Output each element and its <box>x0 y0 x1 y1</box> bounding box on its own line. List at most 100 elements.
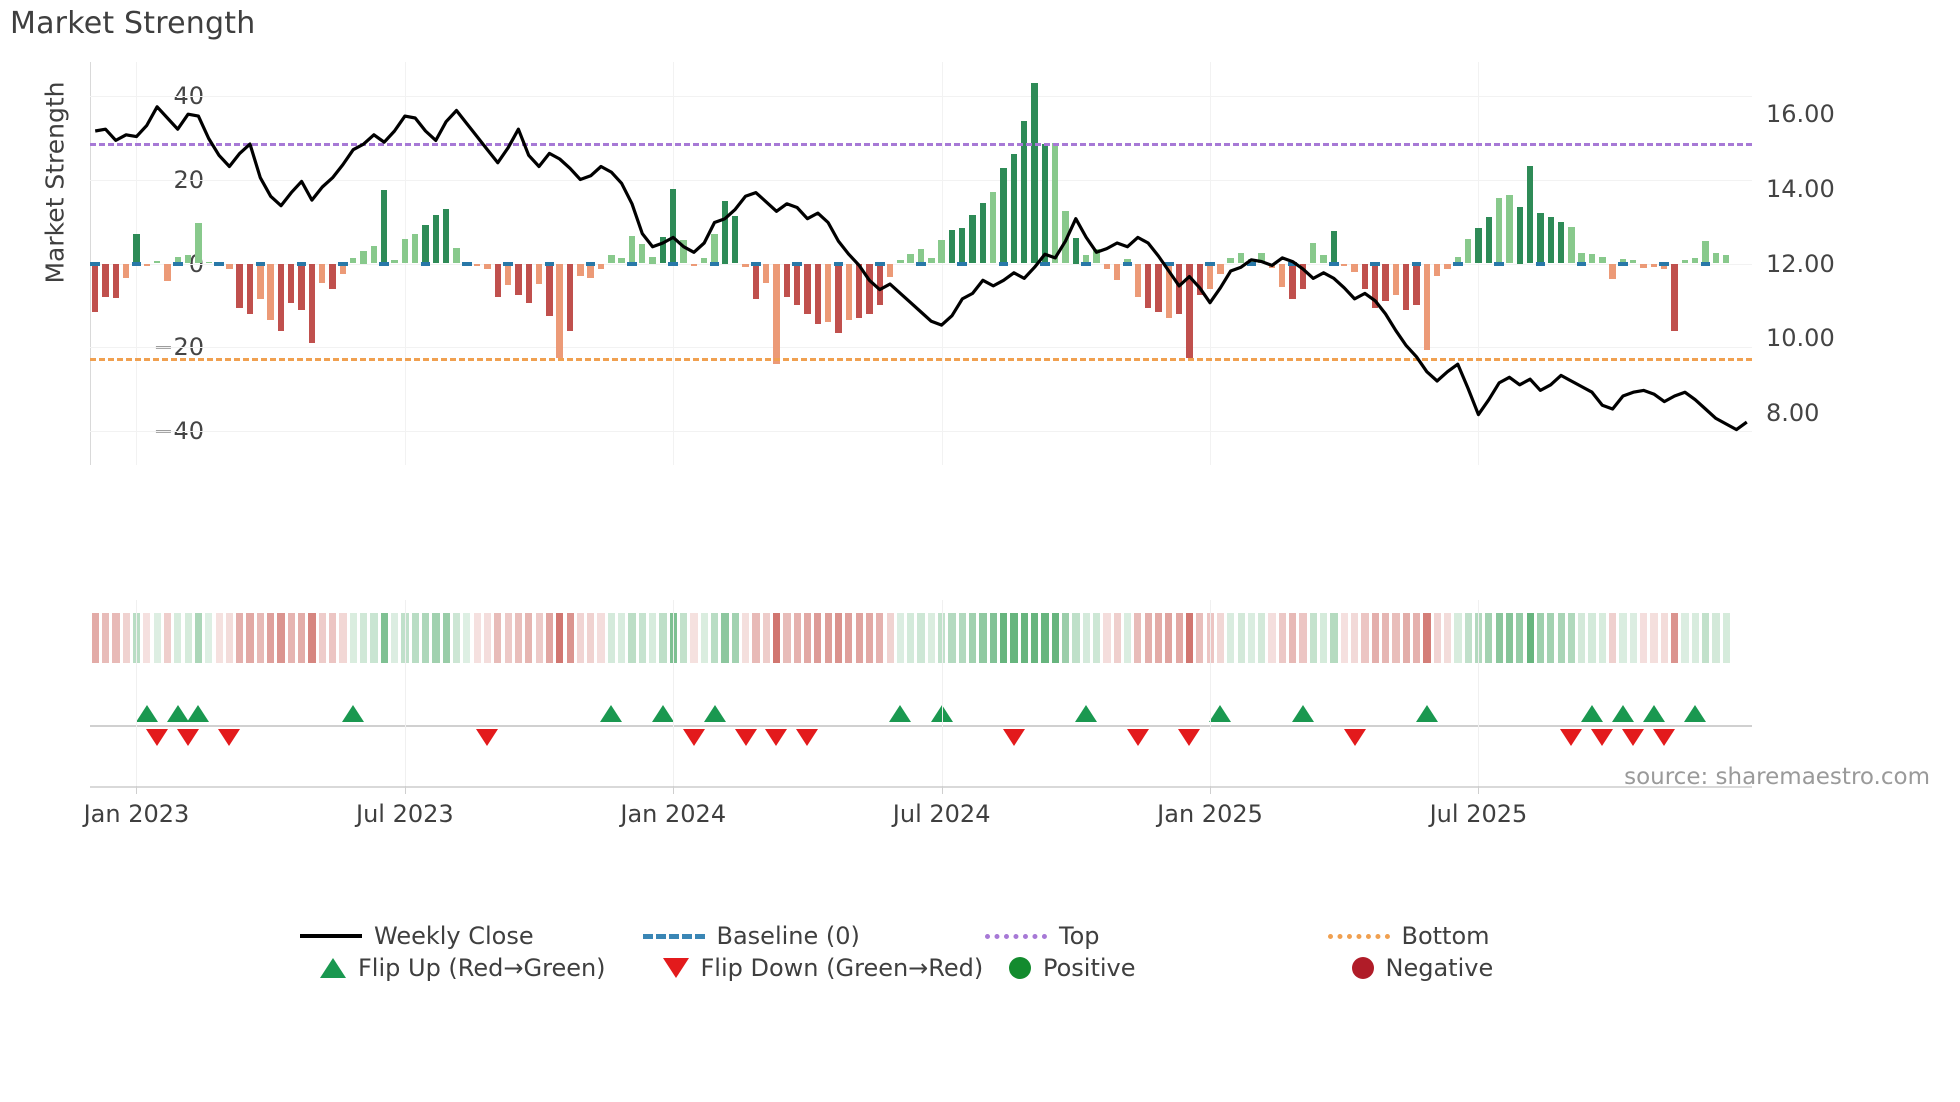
strength-bar <box>907 254 914 264</box>
heatmap-cell <box>628 613 636 663</box>
dotted-line-swatch-icon <box>985 933 1047 939</box>
legend-item-baseline[interactable]: Baseline (0) <box>642 922 986 950</box>
strength-bar <box>1144 263 1152 308</box>
strength-bar <box>721 200 729 264</box>
strength-bar <box>174 257 181 264</box>
heatmap-cell <box>1722 613 1730 663</box>
heatmap-cell <box>1536 613 1545 663</box>
strength-bar <box>1196 263 1203 295</box>
legend-item-bottom[interactable]: Bottom <box>1327 922 1671 950</box>
legend-item-top[interactable]: Top <box>985 922 1328 950</box>
strength-bar <box>990 192 997 264</box>
flip-down-marker <box>1622 729 1645 746</box>
x-axis-line <box>90 786 1752 788</box>
heatmap-cell <box>979 613 987 663</box>
strength-bar <box>1454 257 1461 264</box>
heatmap-cell <box>525 613 533 663</box>
heatmap-cell <box>1640 613 1648 663</box>
strength-bar <box>246 263 254 314</box>
heatmap-cell <box>267 613 275 663</box>
flip-down-marker <box>1002 729 1025 746</box>
flip-marker-band <box>90 695 1752 755</box>
strength-bar <box>1433 263 1441 277</box>
heatmap-cell <box>91 613 99 663</box>
strength-bar <box>1062 211 1069 264</box>
baseline-tick <box>172 261 183 266</box>
heatmap-cell <box>1671 613 1679 663</box>
strength-bar <box>1413 263 1420 306</box>
heatmap-cell <box>1268 613 1276 663</box>
heatmap-cell <box>597 613 605 663</box>
heatmap-cell <box>1495 613 1503 663</box>
strength-bar <box>1578 253 1585 264</box>
heatmap-cell <box>514 613 523 663</box>
flip-up-marker <box>600 705 623 722</box>
heatmap-cell <box>1227 613 1235 663</box>
heatmap-cell <box>783 613 791 663</box>
baseline-tick <box>833 261 844 266</box>
heatmap-cell <box>886 613 894 663</box>
strength-bar <box>587 263 594 279</box>
strength-bar <box>1712 253 1720 264</box>
legend-item-flip-up[interactable]: Flip Up (Red→Green) <box>300 954 643 982</box>
vertical-guide <box>136 600 138 788</box>
heatmap-cell <box>1237 613 1245 663</box>
heatmap-cell <box>1567 613 1576 663</box>
legend-item-weekly-close[interactable]: Weekly Close <box>300 922 643 950</box>
heatmap-cell <box>411 613 419 663</box>
baseline-tick <box>751 261 761 266</box>
strength-bar <box>1630 260 1637 264</box>
legend-item-flip-down[interactable]: Flip Down (Green→Red) <box>643 954 986 982</box>
strength-bar <box>1000 167 1007 264</box>
strength-bar <box>1155 263 1162 312</box>
strength-bar <box>1537 213 1544 264</box>
heatmap-cell <box>700 613 708 663</box>
heatmap-cell <box>587 613 595 663</box>
baseline-tick <box>1122 261 1133 266</box>
heatmap-cell <box>360 613 368 663</box>
x-tick-mark <box>1210 786 1212 794</box>
flip-up-marker <box>1415 705 1438 722</box>
strength-bar <box>1495 198 1503 264</box>
legend-label: Weekly Close <box>374 922 534 950</box>
flip-down-marker <box>796 729 819 746</box>
strength-bar <box>1031 82 1038 264</box>
heatmap-cell <box>814 613 822 663</box>
strength-bar <box>1402 263 1410 310</box>
strength-bar <box>442 208 450 264</box>
circle-icon <box>1009 957 1031 979</box>
strength-bar <box>1289 263 1296 300</box>
baseline-tick <box>296 261 307 266</box>
strength-bar <box>1165 263 1172 319</box>
x-tick-label: Jul 2025 <box>1429 800 1528 828</box>
legend-item-positive[interactable]: Positive <box>985 954 1328 982</box>
baseline-tick <box>627 261 637 266</box>
vertical-guide <box>941 600 943 788</box>
strength-bar <box>1681 260 1689 264</box>
flip-down-marker <box>734 729 757 746</box>
heatmap-cell <box>194 613 203 663</box>
heatmap-cell <box>1557 613 1565 663</box>
strength-bar <box>948 229 956 264</box>
strength-bar <box>1113 263 1121 281</box>
strength-bar <box>1227 258 1234 264</box>
baseline-tick <box>338 261 348 266</box>
vertical-guide <box>1210 600 1212 788</box>
heatmap-cell <box>607 613 616 663</box>
strength-bar <box>350 258 357 264</box>
legend-item-negative[interactable]: Negative <box>1328 954 1671 982</box>
heatmap-cell <box>1702 613 1710 663</box>
strength-bar <box>835 263 842 333</box>
heatmap-cell <box>1598 613 1607 663</box>
x-tick-label: Jan 2025 <box>1157 800 1263 828</box>
heatmap-cell <box>1000 613 1008 663</box>
heatmap-cell <box>225 613 234 663</box>
baseline-tick <box>1659 261 1670 266</box>
heatmap-cell <box>421 613 430 663</box>
strength-bar <box>153 260 161 264</box>
heatmap-cell <box>1247 613 1256 663</box>
x-tick-label: Jan 2024 <box>620 800 727 828</box>
strength-bar <box>1475 228 1482 264</box>
heatmap-cell <box>1041 613 1049 663</box>
legend-label: Top <box>1059 922 1100 950</box>
